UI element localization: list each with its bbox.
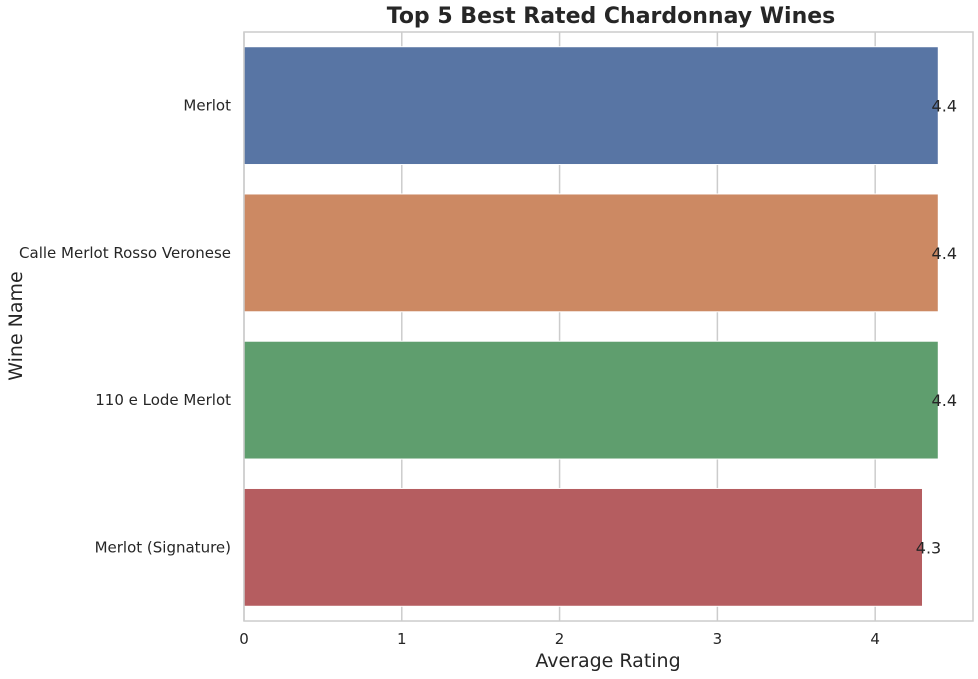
data-labels: 4.4 4.4 4.4 4.3	[916, 97, 957, 558]
y-tick-label: Merlot (Signature)	[95, 538, 231, 556]
bar	[243, 340, 939, 460]
y-tick-label: 110 e Lode Merlot	[95, 391, 231, 409]
chart-title: Top 5 Best Rated Chardonnay Wines	[387, 4, 836, 29]
bar	[243, 193, 939, 313]
x-tick-label: 1	[397, 630, 407, 648]
x-tick-label: 0	[239, 630, 249, 648]
bars	[243, 46, 939, 607]
x-tick-label: 4	[870, 630, 880, 648]
plot-frame	[243, 31, 974, 622]
y-tick-label: Calle Merlot Rosso Veronese	[19, 244, 231, 262]
x-tick-label: 2	[555, 630, 565, 648]
bar-value-label: 4.4	[932, 244, 957, 263]
x-axis-label: Average Rating	[535, 650, 680, 672]
y-tick-labels: Merlot Calle Merlot Rosso Veronese 110 e L…	[19, 97, 231, 557]
x-tick-label: 3	[713, 630, 723, 648]
y-tick-label: Merlot	[183, 97, 231, 115]
bar-value-label: 4.4	[932, 97, 957, 116]
bar	[243, 46, 939, 166]
y-axis-label: Wine Name	[5, 271, 27, 380]
x-tick-labels: 0 1 2 3 4	[239, 630, 880, 648]
bar	[243, 487, 924, 607]
bar-value-label: 4.4	[932, 391, 957, 410]
bar-value-label: 4.3	[916, 538, 941, 557]
